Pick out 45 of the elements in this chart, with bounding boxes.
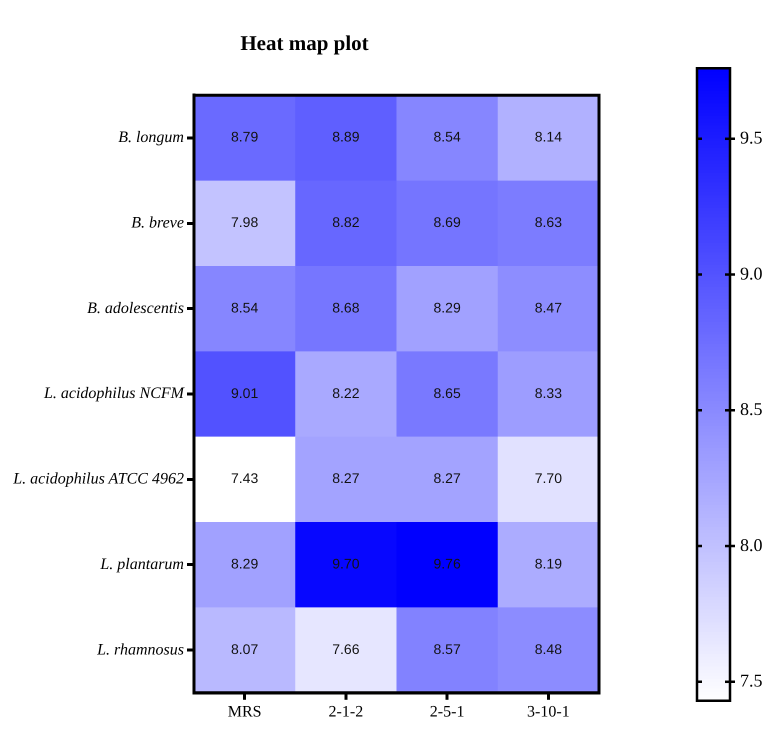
data-label: 8.22 (332, 384, 360, 401)
data-label: 8.79 (230, 128, 258, 145)
data-label: 8.19 (534, 556, 562, 572)
data-label: 8.89 (332, 128, 360, 145)
data-label: 8.29 (433, 299, 461, 316)
data-label: 7.43 (230, 470, 258, 486)
data-label: 8.82 (332, 214, 360, 230)
y-tick-label: L. acidophilus ATCC 4962 (12, 470, 184, 488)
x-tick-label: MRS (228, 704, 262, 721)
data-label: 8.65 (433, 384, 461, 401)
y-tick-label: L. plantarum (99, 556, 184, 573)
data-label: 8.63 (534, 214, 562, 230)
data-label: 8.69 (433, 214, 461, 230)
color-bar-label: 7.5 (740, 670, 762, 691)
y-tick-label: L. rhamnosus (96, 641, 184, 658)
color-bar-label: 8.5 (740, 399, 762, 420)
color-bar-label: 9.0 (740, 263, 762, 284)
data-label: 9.70 (332, 556, 360, 572)
data-label: 8.54 (230, 299, 258, 316)
data-label: 8.48 (534, 640, 562, 657)
data-label: 7.66 (332, 640, 360, 657)
x-tick-label: 2-5-1 (430, 704, 464, 721)
y-tick-label: B. adolescentis (87, 300, 184, 317)
data-label: 9.01 (230, 384, 258, 401)
data-label: 8.14 (534, 128, 562, 145)
data-label: 9.76 (433, 556, 461, 572)
data-label: 8.68 (332, 299, 360, 316)
data-label: 8.07 (230, 640, 258, 657)
data-label: 8.29 (230, 556, 258, 572)
data-label: 7.70 (534, 470, 562, 486)
chart-title: Heat map plot (240, 31, 369, 56)
data-label: 8.54 (433, 128, 461, 145)
y-tick-label: L. acidophilus NCFM (42, 385, 186, 402)
data-label: 8.27 (433, 470, 461, 486)
color-bar-label: 9.5 (740, 128, 762, 148)
data-label: 8.57 (433, 640, 461, 657)
color-bar-label: 8.0 (740, 534, 762, 555)
data-label: 8.33 (534, 384, 562, 401)
data-label: 7.98 (230, 214, 258, 230)
data-label: 8.47 (534, 299, 562, 316)
y-tick-label: B. breve (131, 214, 184, 232)
x-tick-label: 2-1-2 (328, 704, 364, 721)
y-tick-label: B. longum (118, 129, 184, 146)
data-label: 8.27 (332, 470, 360, 486)
x-tick-label: 3-10-1 (527, 704, 570, 721)
